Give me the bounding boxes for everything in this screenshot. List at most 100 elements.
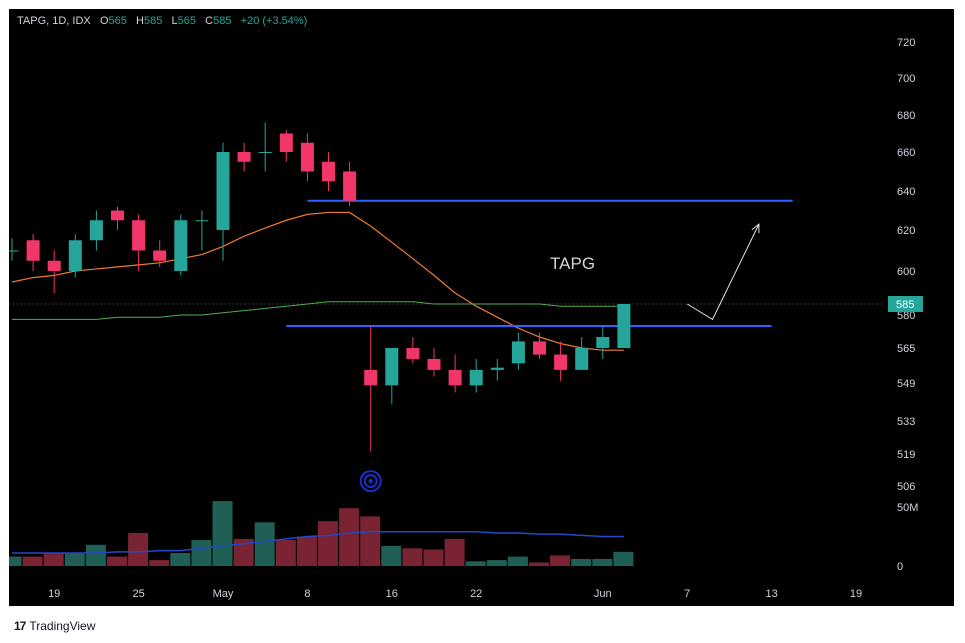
symbol-label: TAPG, 1D, IDX <box>17 15 91 27</box>
close-label: C <box>205 15 214 27</box>
candle-body <box>89 220 103 241</box>
candle-body <box>343 171 357 201</box>
change-value: +20 (+3.54%) <box>240 15 308 27</box>
chart-frame[interactable]: TAPG 720 700 680 660 640 620 600 580 565 549 533 519… <box>9 9 954 606</box>
x-tick-label: 19 <box>850 588 862 600</box>
x-tick-label: 13 <box>765 588 777 600</box>
volume-bar <box>360 516 381 566</box>
low-label: L <box>171 15 178 27</box>
candle-body <box>427 358 441 370</box>
y-tick-label: 549 <box>897 378 915 390</box>
candle-body <box>195 220 209 222</box>
x-tick-label: 25 <box>132 588 144 600</box>
volume-bar <box>423 549 444 566</box>
ema-fast-line <box>11 211 624 351</box>
x-tick-label: 8 <box>304 588 310 600</box>
candle-body <box>68 240 82 271</box>
y-tick-label: 600 <box>897 266 915 278</box>
ema-slow-line <box>12 301 624 320</box>
candle-body <box>575 348 589 370</box>
circle-marker-icon <box>359 470 382 493</box>
volume-bar <box>149 560 170 566</box>
candle-body <box>554 354 568 370</box>
volume-bar <box>465 561 486 566</box>
y-tick-label: 680 <box>897 110 915 122</box>
candle-body <box>26 240 40 261</box>
volume-bar <box>613 551 634 566</box>
candle-body <box>448 369 462 386</box>
candle-body <box>174 220 188 271</box>
candle-body <box>469 369 483 386</box>
y-tick-label: 640 <box>897 186 915 198</box>
volume-bar <box>444 538 465 566</box>
footer: 17 TradingView <box>14 619 95 633</box>
candle-body <box>237 152 251 162</box>
volume-bar <box>107 556 127 566</box>
candle-body <box>111 210 124 221</box>
y-tick-label: 720 <box>897 37 915 49</box>
volume-bar <box>9 556 22 566</box>
volume-bar <box>507 556 528 566</box>
candle-body <box>406 348 420 359</box>
last-price-tag <box>888 296 923 312</box>
high-value: 585 <box>143 15 163 27</box>
circle-marker-dot <box>368 478 373 484</box>
x-tick-label: Jun <box>594 588 612 600</box>
volume-bar <box>43 553 64 566</box>
candle-body <box>47 260 61 271</box>
candle-body <box>132 220 146 251</box>
y-tick-label: 660 <box>897 147 915 159</box>
candle-body <box>533 341 546 355</box>
y-tick-label: 533 <box>897 416 915 428</box>
candle-body <box>258 152 272 153</box>
circle-marker-inner <box>363 474 378 489</box>
volume-bar <box>318 521 338 566</box>
y-tick-label: 580 <box>897 310 915 322</box>
candle-body <box>490 367 504 370</box>
x-tick-label: 22 <box>470 588 482 600</box>
x-tick-label: 7 <box>684 588 690 600</box>
candlestick-chart[interactable]: TAPG 720 700 680 660 640 620 600 580 565 549 533 519… <box>9 9 954 606</box>
candle-body <box>9 250 19 252</box>
volume-bar <box>85 544 106 566</box>
volume-bar <box>275 540 296 566</box>
chart-annotation-text: TAPG <box>550 254 595 273</box>
y-tick-label: 506 <box>897 481 915 493</box>
volume-bar <box>592 558 613 566</box>
volume-bar <box>254 522 275 566</box>
last-price-tag-label: 585 <box>896 299 914 311</box>
y-tick-label: 565 <box>897 343 915 355</box>
volume-bar <box>233 538 254 566</box>
candle-body <box>511 341 525 364</box>
candle-body <box>216 152 230 230</box>
volume-bar <box>191 540 212 566</box>
candle-body <box>364 369 378 386</box>
volume-bar <box>486 560 507 566</box>
x-tick-label: May <box>213 588 234 600</box>
candle-body <box>300 142 314 172</box>
volume-bar <box>571 558 592 566</box>
volume-bar <box>402 548 423 566</box>
open-label: O <box>99 15 109 27</box>
volume-bar <box>170 553 191 566</box>
candle-body <box>322 161 335 182</box>
candle-body <box>385 348 399 386</box>
candle-body <box>153 250 167 261</box>
volume-bar <box>550 555 571 566</box>
x-tick-label: 19 <box>48 588 60 600</box>
volume-bar <box>296 536 317 566</box>
y-tick-label: 620 <box>897 225 915 237</box>
tradingview-logo-icon: 17 <box>14 619 26 633</box>
volume-bar <box>212 501 233 566</box>
open-value: 565 <box>108 15 127 27</box>
low-value: 565 <box>177 15 196 27</box>
volume-bar <box>529 562 549 566</box>
tradingview-brand: TradingView <box>29 619 96 633</box>
y-tick-label: 519 <box>897 449 915 461</box>
volume-tick-label: 0 <box>897 561 903 573</box>
arrow-line <box>686 223 760 321</box>
volume-tick-label: 50M <box>897 502 918 514</box>
candle-body <box>596 337 610 348</box>
volume-bar <box>381 545 402 566</box>
chart-legend: TAPG, 1D, IDX O565 H585 L565 C585 +20 (+… <box>17 15 307 27</box>
